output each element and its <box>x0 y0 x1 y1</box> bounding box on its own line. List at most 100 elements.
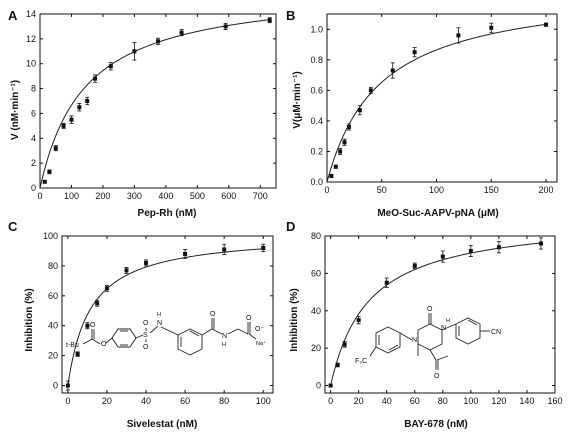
chart-a-point <box>47 169 52 174</box>
chart-d-frame <box>324 235 556 394</box>
chart-c-xtick-label: 60 <box>180 396 190 406</box>
struct-d-o-top: O <box>427 306 433 313</box>
chart-b-frame <box>326 13 558 183</box>
chart-a-ytick-label: 6 <box>31 108 36 118</box>
chart-a-xtick-label: 0 <box>37 191 42 201</box>
chart-d-point <box>440 254 445 259</box>
struct-s: S <box>143 332 148 339</box>
chart-a-ytick-label: 10 <box>26 59 36 69</box>
chart-c-point <box>183 251 188 256</box>
chart-b-point <box>368 88 373 93</box>
chart-d-fit-curve <box>330 242 542 386</box>
chart-a-point <box>108 64 113 69</box>
chart-a-frame <box>39 13 277 189</box>
struct-d-cf3: F₃C <box>355 358 367 365</box>
chart-d-xtick-label: 0 <box>328 396 333 406</box>
chart-a-xtick-label: 100 <box>64 191 79 201</box>
chart-c-ytick-label: 100 <box>43 231 58 241</box>
chart-a-point <box>42 179 47 184</box>
chart-a-xtick-label: 300 <box>127 191 142 201</box>
struct-na: Na⁺ <box>256 340 266 347</box>
chart-a-xlabel: Pep-Rh (nM) <box>138 208 197 219</box>
struct-ester-o2: O <box>101 341 107 348</box>
chart-d-xtick-label: 100 <box>463 396 478 406</box>
sivelestat-structure: t-Bu O O S O O H N O N H <box>66 311 266 356</box>
chart-c-ytick-label: 20 <box>48 351 58 361</box>
chart-c-point <box>222 247 227 252</box>
chart-b-ytick-label: 0.0 <box>310 177 323 187</box>
struct-d-cn: CN <box>491 329 501 336</box>
chart-b-ytick-label: 0.8 <box>310 55 323 65</box>
chart-c-point <box>124 268 129 273</box>
chart-b-kinetics: 0 50 100 150 200 0.0 0.2 0.4 0.6 0.8 1.0 <box>310 13 558 195</box>
chart-d-ytick-label: 40 <box>311 306 321 316</box>
chart-c-ytick-label: 0 <box>53 381 58 391</box>
chart-b-ytick-label: 0.2 <box>310 146 323 156</box>
chart-c-xtick-label: 0 <box>65 396 70 406</box>
chart-d-ytick-label: 60 <box>311 268 321 278</box>
chart-d-xtick-label: 40 <box>382 396 392 406</box>
chart-b-ytick-label: 1.0 <box>310 24 323 34</box>
chart-b-point <box>342 140 347 145</box>
chart-d-point <box>328 383 333 388</box>
chart-c-point <box>261 245 266 250</box>
chart-b-point <box>390 68 395 73</box>
panel-letter-d: D <box>286 219 295 234</box>
struct-amide-h: H <box>222 342 226 348</box>
chart-a-point <box>179 30 184 35</box>
chart-d-ylabel: Inhibition (%) <box>289 288 300 351</box>
chart-c-point <box>144 260 149 265</box>
chart-d-ytick-label: 20 <box>311 343 321 353</box>
chart-b-xtick-label: 150 <box>484 185 499 195</box>
chart-a-point <box>53 146 58 151</box>
chart-a-xtick-label: 700 <box>253 191 268 201</box>
chart-a-point <box>69 117 74 122</box>
chart-d-point <box>384 280 389 285</box>
chart-c-point <box>104 286 109 291</box>
struct-so-bot: O <box>143 344 149 351</box>
struct-ester-o: O <box>90 322 96 329</box>
chart-b-point <box>489 25 494 30</box>
chart-a-point <box>61 123 66 128</box>
chart-a-point <box>93 76 98 81</box>
chart-c-ytick-label: 60 <box>48 291 58 301</box>
chart-c-point <box>75 352 80 357</box>
chart-c-point <box>65 383 70 388</box>
struct-d-h: H <box>446 318 450 324</box>
bay678-structure: O N H N F₃C CN O <box>355 306 501 380</box>
chart-a-point <box>132 49 137 54</box>
struct-nh-h: H <box>157 312 161 318</box>
chart-b-point <box>346 125 351 130</box>
chart-a-xtick-label: 500 <box>190 191 205 201</box>
chart-b-point <box>357 108 362 113</box>
panel-letter-c: C <box>8 219 18 234</box>
chart-a-ylabel: V (nM·min⁻¹) <box>10 80 21 140</box>
struct-amide-n: N <box>222 333 227 340</box>
chart-a-ytick-label: 2 <box>31 158 36 168</box>
chart-a-xtick-label: 400 <box>158 191 173 201</box>
chart-c-xtick-label: 100 <box>256 396 271 406</box>
struct-amide-o: O <box>210 311 216 318</box>
chart-b-xtick-label: 100 <box>429 185 444 195</box>
chart-b-xlabel: MeO-Suc-AAPV-pNA (μM) <box>377 208 498 219</box>
chart-d-point <box>412 263 417 268</box>
chart-b-point <box>544 22 549 27</box>
chart-a-ytick-label: 14 <box>26 9 36 19</box>
chart-d-inhibition: 0 20 40 60 80 100 120 140 160 0 20 40 60 80 <box>311 231 563 406</box>
chart-d-point <box>496 245 501 250</box>
chart-d-point <box>335 362 340 367</box>
chart-c-ytick-label: 40 <box>48 321 58 331</box>
panel-letter-a: A <box>8 8 18 23</box>
struct-acid-o: O <box>246 315 252 322</box>
chart-b-ytick-label: 0.6 <box>310 85 323 95</box>
chart-c-xlabel: Sivelestat (nM) <box>127 419 198 430</box>
panel-letter-b: B <box>286 8 295 23</box>
chart-d-ytick-label: 80 <box>311 231 321 241</box>
chart-d-point <box>538 241 543 246</box>
struct-o-minus: O⁻ <box>255 326 264 333</box>
chart-a-xtick-label: 600 <box>221 191 236 201</box>
chart-a-point <box>223 24 228 29</box>
chart-b-xtick-label: 0 <box>324 185 329 195</box>
chart-c-ytick-label: 80 <box>48 261 58 271</box>
